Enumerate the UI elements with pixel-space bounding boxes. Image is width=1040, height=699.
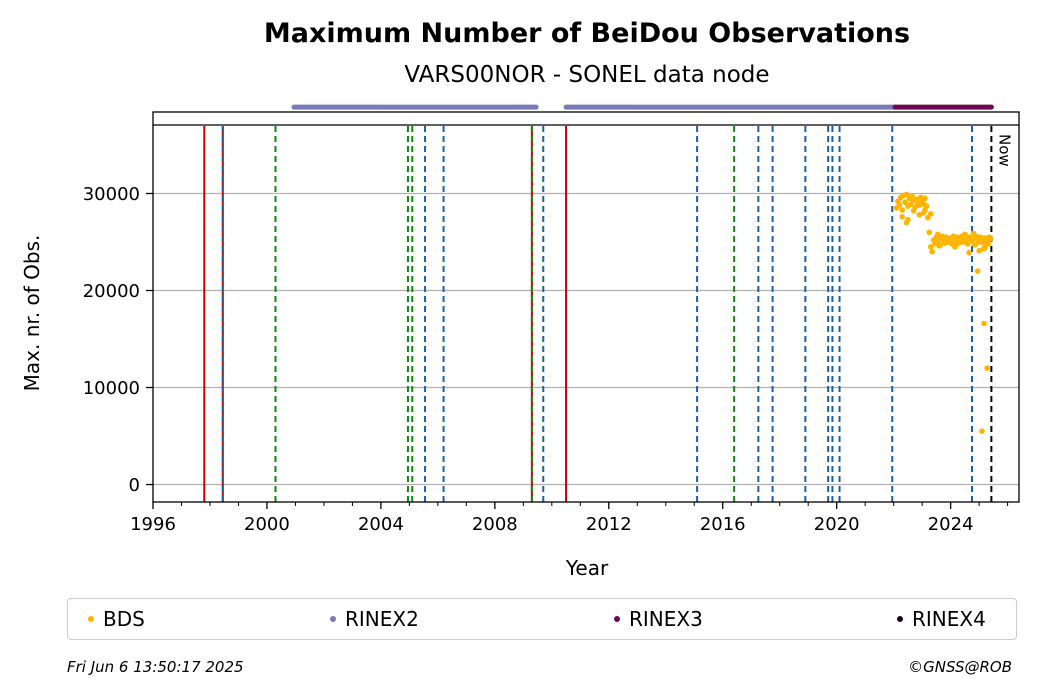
bds-point — [907, 201, 914, 207]
rinex4-marker-icon — [897, 615, 903, 622]
footer-copyright: ©GNSS@ROB — [908, 658, 1012, 676]
bds-point — [981, 320, 987, 327]
bds-point — [899, 213, 906, 220]
bds-point — [903, 219, 910, 226]
legend-item-bds: BDS — [88, 607, 145, 631]
rinex3-marker-icon — [614, 615, 620, 622]
bds-point — [896, 202, 903, 208]
legend-label-bds: BDS — [103, 607, 145, 631]
bds-point — [974, 268, 981, 274]
x-axis-label: Year — [565, 556, 609, 580]
chart: Maximum Number of BeiDou Observations VA… — [20, 18, 1020, 580]
bds-point — [984, 365, 990, 371]
chart-title: Maximum Number of BeiDou Observations — [264, 18, 910, 49]
x-tick-label: 2024 — [928, 514, 974, 535]
bds-point — [966, 249, 972, 256]
bds-point — [979, 428, 985, 434]
bds-point — [936, 243, 943, 249]
bds-point — [944, 239, 951, 245]
y-tick-label: 20000 — [83, 281, 140, 302]
bds-point — [922, 195, 928, 202]
x-tick-label: 2012 — [586, 514, 632, 535]
x-tick-label: 2016 — [700, 514, 746, 535]
y-tick-label: 0 — [129, 475, 140, 496]
legend: BDS RINEX2 RINEX3 RINEX4 — [67, 598, 1017, 640]
bds-point — [927, 244, 934, 250]
bds-point — [952, 244, 958, 250]
bds-point — [962, 231, 968, 238]
legend-item-rinex2: RINEX2 — [330, 607, 419, 631]
x-tick-label: 1996 — [130, 514, 176, 535]
bds-point — [926, 229, 933, 236]
plot-frame — [152, 111, 1020, 503]
bds-point — [910, 208, 917, 214]
x-tick-label: 2004 — [358, 514, 404, 535]
bds-point — [916, 212, 923, 218]
bds-point — [899, 207, 906, 213]
bds-point — [976, 247, 982, 254]
bds-point — [925, 214, 931, 221]
x-tick-label: 2008 — [472, 514, 518, 535]
now-label: Now — [995, 134, 1013, 167]
y-axis-label: Max. nr. of Obs. — [20, 235, 44, 392]
legend-label-rinex3: RINEX3 — [629, 607, 703, 631]
bds-point — [985, 241, 992, 247]
y-tick-label: 30000 — [83, 184, 140, 205]
bds-point — [929, 248, 935, 255]
bds-point — [935, 231, 941, 238]
footer-timestamp: Fri Jun 6 13:50:17 2025 — [67, 658, 244, 676]
chart-subtitle: VARS00NOR - SONEL data node — [404, 62, 769, 88]
bds-point — [902, 199, 908, 206]
y-tick-label: 10000 — [83, 378, 140, 399]
legend-label-rinex2: RINEX2 — [345, 607, 419, 631]
legend-item-rinex3: RINEX3 — [614, 607, 703, 631]
bds-point — [903, 191, 910, 198]
bds-point — [920, 210, 927, 216]
x-tick-label: 2020 — [814, 514, 860, 535]
legend-label-rinex4: RINEX4 — [912, 607, 986, 631]
rinex2-marker-icon — [330, 615, 336, 622]
bds-point — [927, 211, 934, 217]
bds-point — [916, 202, 923, 208]
bds-point — [964, 241, 971, 247]
bds-point — [987, 236, 994, 242]
x-tick-label: 2000 — [244, 514, 290, 535]
bds-point — [970, 230, 977, 237]
bds-point — [972, 242, 978, 248]
bds-point — [980, 245, 987, 252]
legend-item-rinex4: RINEX4 — [897, 607, 986, 631]
bds-marker-icon — [88, 615, 94, 622]
